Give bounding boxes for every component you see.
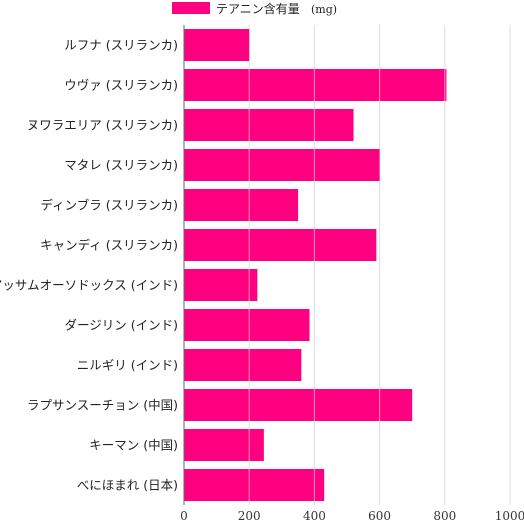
category-label: アッサムオーソドックス (インド) [0,278,178,293]
x-tick-label: 200 [238,509,261,523]
category-label: ニルギリ (インド) [77,358,178,373]
x-tick-label: 800 [433,509,456,523]
x-tick-label: 400 [303,509,326,523]
grid-lines [248,25,511,505]
bar[interactable] [184,229,377,261]
bar[interactable] [184,389,413,421]
bar[interactable] [184,109,354,141]
legend[interactable]: テアニン含有量 (mg) [172,1,337,16]
bar[interactable] [184,429,264,461]
legend-unit: (mg) [311,3,337,16]
category-label: ラプサンスーチョン (中国) [27,398,178,413]
x-tick-label: 0 [180,509,188,523]
category-label: ルフナ (スリランカ) [64,38,178,53]
bar[interactable] [184,69,447,101]
x-tick-label: 1000 [495,509,524,523]
category-label: ヌワラエリア (スリランカ) [27,118,178,133]
category-labels: ルフナ (スリランカ) ウヴァ (スリランカ) ヌワラエリア (スリランカ) マタレ … [0,38,178,493]
bar[interactable] [184,189,299,221]
x-tick-label: 600 [368,509,391,523]
bars [184,29,447,501]
bar[interactable] [184,469,325,501]
legend-swatch [172,2,210,14]
bar[interactable] [184,269,258,301]
category-label: キーマン (中国) [89,438,178,453]
bar[interactable] [184,149,380,181]
category-label: ディンブラ (スリランカ) [41,198,178,213]
bar[interactable] [184,309,310,341]
x-axis-ticks: 0 200 400 600 800 1000 [180,509,524,523]
category-label: ウヴァ (スリランカ) [64,78,178,93]
category-label: キャンディ (スリランカ) [40,238,178,253]
category-label: べにほまれ (日本) [77,478,178,493]
legend-label: テアニン含有量 [216,1,300,16]
category-label: マタレ (スリランカ) [64,158,178,173]
category-label: ダージリン (インド) [65,318,178,333]
bar[interactable] [184,349,302,381]
bar[interactable] [184,29,250,61]
